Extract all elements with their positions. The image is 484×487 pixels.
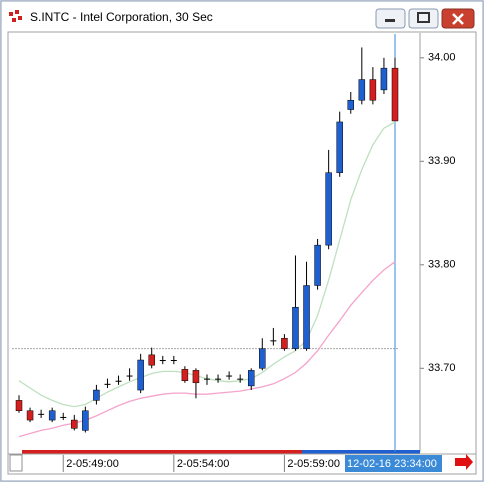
candle-body	[303, 285, 310, 349]
cursor-label: 12-02-16 23:34:00	[347, 458, 437, 470]
candle-body	[380, 67, 388, 91]
candle-body	[226, 375, 233, 377]
maximize-button[interactable]	[408, 8, 439, 29]
candle-body	[71, 419, 78, 429]
candle-body	[15, 400, 23, 411]
candle-body	[170, 360, 177, 362]
candle-body	[204, 378, 210, 380]
candle-body	[336, 121, 343, 173]
minimize-button[interactable]	[375, 8, 406, 29]
cursor-label-bg	[345, 455, 442, 472]
candle-body	[38, 413, 45, 415]
candle-body	[215, 378, 222, 380]
y-tick-label: 34.00	[428, 52, 456, 64]
scroll-bar-thumb[interactable]	[302, 450, 420, 454]
candle-body	[104, 383, 111, 385]
candle-body	[60, 416, 67, 418]
candle-body	[358, 79, 366, 101]
candle-body	[237, 378, 244, 380]
candle-body	[48, 410, 56, 421]
scroll-right-arrow[interactable]	[455, 454, 473, 470]
candle-body	[82, 410, 89, 431]
candle-body	[281, 338, 288, 349]
window-title: S.INTC - Intel Corporation, 30 Sec	[30, 10, 213, 24]
candle-body	[137, 359, 144, 391]
candle-body	[325, 172, 332, 246]
scroll-bar[interactable]	[22, 450, 302, 454]
candle-body	[192, 370, 200, 384]
candle-body	[369, 79, 377, 101]
candle-body	[159, 360, 166, 362]
candle-body	[181, 369, 189, 381]
candle-body	[126, 375, 133, 377]
candle-body	[391, 67, 399, 122]
candle-body	[26, 410, 34, 421]
x-tick-label: 2-05:59:00	[287, 458, 340, 470]
candle-body	[347, 99, 355, 110]
app-icon	[9, 10, 22, 22]
x-tick-label: 2-05:49:00	[66, 458, 119, 470]
candle-body	[247, 370, 255, 387]
candle-body	[314, 244, 321, 286]
y-tick-label: 33.80	[428, 259, 456, 271]
candle-body	[292, 306, 299, 349]
candle-body	[148, 354, 155, 366]
close-button[interactable]	[441, 8, 475, 29]
chart-area	[7, 31, 477, 475]
y-tick-label: 33.90	[428, 155, 456, 167]
candle-body	[270, 340, 277, 342]
y-tick-label: 33.70	[428, 362, 456, 374]
candle-body	[115, 380, 122, 382]
candle-body	[259, 348, 266, 369]
corner-box[interactable]	[9, 454, 23, 472]
x-tick-label: 2-05:54:00	[177, 458, 230, 470]
candle-body	[93, 389, 100, 401]
moving-average	[18, 261, 396, 438]
